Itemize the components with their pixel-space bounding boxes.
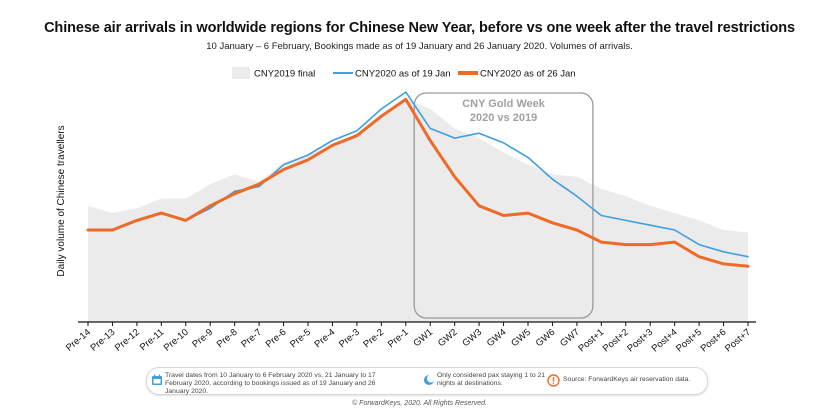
moon-icon (424, 374, 435, 385)
y-axis-label: Daily volume of Chinese travellers (56, 125, 67, 276)
legend-label: CNY2019 final (254, 69, 315, 80)
x-tick-label: Pre-12 (113, 327, 142, 354)
x-tick-label: Pre-5 (288, 327, 313, 350)
series-line-cny2020-26jan (86, 97, 750, 268)
x-tick-label: Pre-14 (64, 327, 93, 354)
legend-swatch-cny2019 (232, 67, 250, 79)
x-tick-label: Pre-4 (313, 327, 338, 350)
legend-label: CNY2020 as of 19 Jan (355, 69, 451, 80)
footnote-travel-dates: Travel dates from 10 January to 6 Februa… (165, 372, 376, 395)
x-tick-label: Pre-13 (88, 327, 117, 354)
x-tick-label: Post+4 (650, 327, 680, 355)
x-tick-label: Pre-3 (337, 327, 362, 350)
x-tick-label: Pre-9 (190, 327, 215, 350)
legend-label: CNY2020 as of 26 Jan (480, 69, 576, 80)
footnote-stay: Only considered pax staying 1 to 21 nigh… (437, 372, 546, 387)
x-tick-label: GW2 (436, 327, 460, 349)
x-tick-label: Pre-10 (162, 327, 191, 354)
warning-icon (547, 374, 560, 387)
x-tick-label: Pre-6 (264, 327, 289, 350)
calendar-icon (152, 374, 162, 385)
x-tick-label: GW3 (460, 327, 484, 349)
x-tick-label: Pre-7 (239, 327, 264, 350)
x-tick-label: Post+2 (601, 327, 631, 355)
x-tick-label: Post+3 (625, 327, 655, 355)
footnote-box: Travel dates from 10 January to 6 Februa… (146, 367, 708, 395)
x-tick-label: Post+6 (699, 327, 729, 355)
x-tick-label: Pre-1 (386, 327, 411, 350)
x-tick-label: Post+7 (723, 327, 753, 355)
line-chart: Daily volume of Chinese travellers CNY Go… (56, 67, 756, 355)
x-tick-label: Pre-11 (138, 327, 166, 353)
gold-week-title: CNY Gold Week (462, 98, 546, 110)
x-tick-label: GW1 (412, 327, 436, 349)
x-tick-label: Post+1 (576, 327, 606, 355)
x-tick-label: Post+5 (674, 327, 704, 355)
footnote-source: Source: ForwardKeys air reservation data… (563, 376, 691, 383)
series-area-cny2019 (88, 99, 748, 323)
chart-title: Chinese air arrivals in worldwide region… (44, 20, 795, 36)
x-tick-label: GW5 (509, 327, 533, 349)
x-tick-label: GW6 (534, 327, 558, 349)
copyright: © ForwardKeys, 2020. All Rights Reserved… (352, 400, 487, 407)
x-tick-label: Pre-2 (361, 327, 386, 350)
x-tick-label: Pre-8 (215, 327, 240, 350)
gold-week-subtitle: 2020 vs 2019 (470, 112, 537, 124)
gold-week-box (413, 92, 594, 319)
chart-subtitle: 10 January – 6 February, Bookings made a… (206, 41, 633, 52)
x-tick-label: GW4 (485, 327, 509, 349)
